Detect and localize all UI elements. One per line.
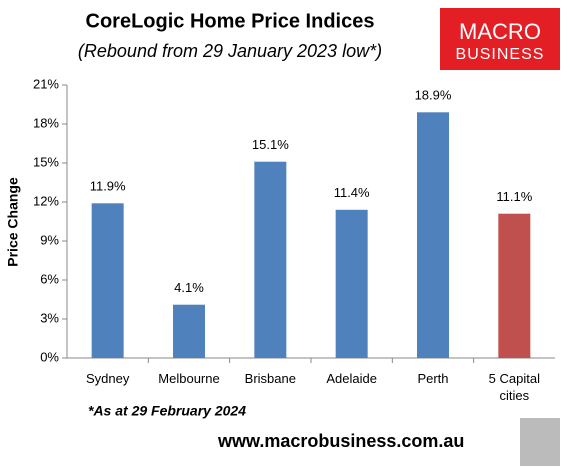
bar	[173, 304, 205, 358]
logo-text: MACRO	[459, 19, 541, 44]
bar	[335, 209, 368, 358]
y-tick-label: 15%	[33, 154, 59, 169]
y-tick-label: 3%	[40, 310, 59, 325]
website: www.macrobusiness.com.au	[217, 431, 464, 451]
logo-box	[440, 8, 560, 70]
footnote: *As at 29 February 2024	[88, 403, 246, 419]
y-tick-label: 6%	[40, 271, 59, 286]
value-label: 11.9%	[90, 179, 126, 194]
x-tick-label: Sydney	[85, 371, 130, 386]
chart-subtitle: (Rebound from 29 January 2023 low*)	[78, 41, 382, 61]
x-tick-label: Perth	[417, 371, 449, 386]
value-label: 18.9%	[415, 88, 452, 103]
value-label: 11.4%	[334, 185, 370, 200]
y-tick-label: 0%	[40, 349, 59, 364]
bar	[498, 213, 531, 358]
x-tick-label: 5 Capital cities	[488, 371, 540, 403]
value-label: 4.1%	[174, 280, 204, 295]
bar	[91, 203, 124, 358]
x-tick-label: Melbourne	[158, 371, 220, 386]
chart-title: CoreLogic Home Price Indices	[86, 10, 375, 32]
y-axis-label: Price Change	[5, 177, 21, 267]
bar	[254, 161, 287, 358]
x-tick-label: Brisbane	[244, 371, 296, 386]
y-tick-label: 18%	[33, 115, 59, 130]
wolf-image	[520, 418, 560, 466]
y-tick-label: 21%	[33, 76, 59, 91]
value-label: 15.1%	[252, 137, 289, 152]
value-label: 11.1%	[496, 189, 532, 204]
y-tick-label: 12%	[33, 193, 59, 208]
y-tick-label: 9%	[40, 232, 59, 247]
x-tick-label: Adelaide	[326, 371, 377, 386]
bar	[417, 112, 449, 358]
logo-text: BUSINESS	[456, 46, 545, 63]
